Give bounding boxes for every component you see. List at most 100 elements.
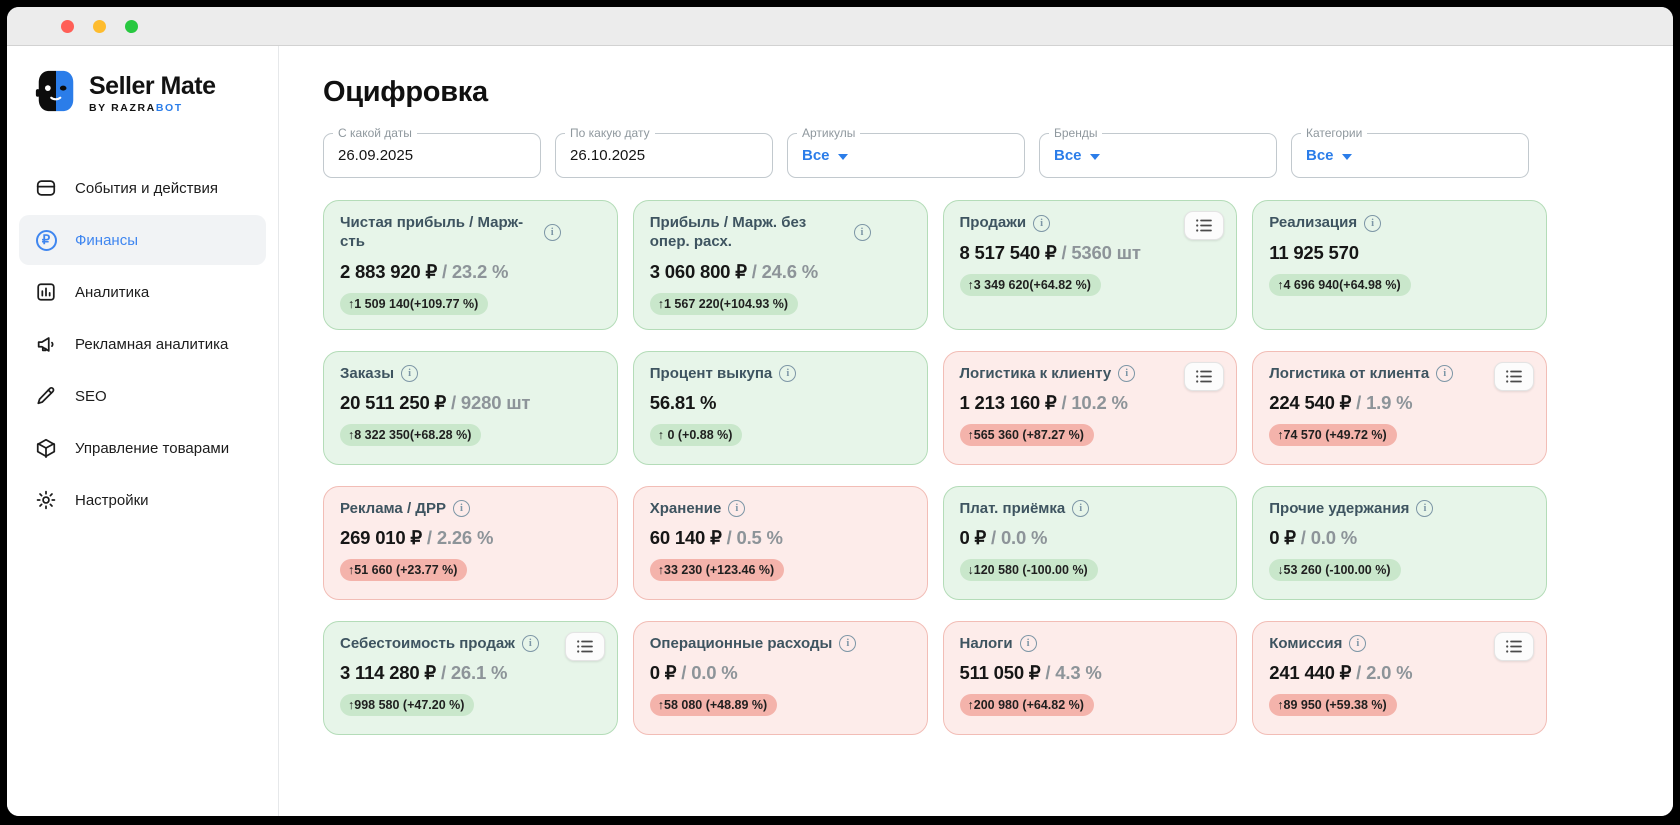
info-icon[interactable]: i [1436, 365, 1454, 383]
sidebar-item-seo[interactable]: SEO [19, 371, 266, 421]
metric-title: Заказы [340, 364, 395, 382]
info-icon[interactable]: i [1118, 365, 1136, 383]
package-icon [34, 436, 58, 460]
info-icon[interactable]: i [853, 224, 871, 242]
categories-select[interactable]: Категории Все [1291, 126, 1529, 178]
metric-card-sales: Продажи i 8 517 540 ₽5360 шт ↑3 349 620(+… [942, 200, 1238, 330]
sidebar-item-ad-analytics[interactable]: Рекламная аналитика [19, 319, 266, 369]
close-window-button[interactable] [61, 19, 74, 33]
change-badge: ↑3 349 620(+64.82 %) [959, 273, 1101, 296]
face-logo-icon [33, 68, 79, 119]
sidebar-item-events[interactable]: События и действия [19, 163, 266, 213]
gear-icon [34, 488, 58, 512]
app-window: Seller Mate BY RAZRABOT События и действ… [7, 7, 1673, 816]
metric-value: 8 517 540 ₽ [959, 241, 1057, 263]
change-badge: ↑200 980 (+64.82 %) [959, 694, 1094, 717]
sidebar-item-label: Аналитика [75, 283, 150, 301]
info-icon[interactable]: i [1033, 214, 1051, 232]
change-badge: ↑565 360 (+87.27 %) [959, 424, 1094, 447]
metrics-grid: Чистая прибыль / Марж-сть i 2 883 920 ₽23… [323, 200, 1547, 735]
metric-card-advertising: Реклама / ДРР i 269 010 ₽2.26 % ↑51 660 (… [323, 485, 618, 600]
metric-secondary: 0.5 % [722, 527, 783, 548]
metric-title: Себестоимость продаж [340, 634, 515, 652]
info-icon[interactable]: i [1416, 500, 1434, 518]
traffic-lights [61, 19, 138, 33]
info-icon[interactable]: i [1349, 635, 1367, 653]
metric-secondary: 2.26 % [422, 527, 493, 548]
info-icon[interactable]: i [543, 224, 561, 242]
page-title: Оцифровка [323, 76, 488, 108]
metric-secondary: 9280 шт [446, 392, 530, 413]
metric-card-other-deductions: Прочие удержания i 0 ₽0.0 % ↓53 260 (-100… [1252, 485, 1547, 600]
metric-secondary: 2.0 % [1351, 662, 1412, 683]
metric-secondary: 0.0 % [1296, 527, 1357, 548]
date-from-value: 26.09.2025 [338, 147, 414, 164]
change-badge: ↑74 570 (+49.72 %) [1269, 424, 1397, 447]
info-icon[interactable]: i [521, 635, 539, 653]
change-badge: ↑8 322 350(+68.28 %) [340, 424, 482, 447]
list-menu-button[interactable] [1494, 631, 1534, 661]
metric-secondary: 5360 шт [1057, 242, 1141, 263]
metric-card-commission: Комиссия i 241 440 ₽2.0 % ↑89 950 (+59.38… [1252, 620, 1547, 735]
info-icon[interactable]: i [401, 365, 419, 383]
list-menu-button[interactable] [1184, 211, 1225, 240]
metric-secondary: 26.1 % [436, 662, 507, 683]
brands-select[interactable]: Бренды Все [1039, 126, 1277, 178]
info-icon[interactable]: i [728, 500, 746, 518]
metric-card-profit-no-opex: Прибыль / Марж. без опер. расх. i 3 060 8… [632, 200, 928, 330]
sidebar-item-finances[interactable]: ₽ Финансы [19, 215, 266, 265]
sidebar-item-label: Рекламная аналитика [75, 335, 229, 353]
change-badge: ↑4 696 940(+64.98 %) [1269, 273, 1411, 296]
minimize-window-button[interactable] [93, 19, 106, 33]
metric-card-realization: Реализация i 11 925 570 ↑4 696 940(+64.98… [1252, 200, 1547, 330]
date-to-value: 26.10.2025 [570, 147, 646, 164]
change-badge: ↑89 950 (+59.38 %) [1269, 694, 1397, 717]
change-badge: ↑998 580 (+47.20 %) [340, 694, 475, 717]
metric-value: 0 ₽ [1269, 527, 1296, 549]
metric-secondary: 0.0 % [676, 662, 737, 683]
metric-secondary: 4.3 % [1040, 662, 1101, 683]
sidebar-item-label: Управление товарами [75, 439, 230, 457]
sidebar-menu: События и действия ₽ Финансы Аналитика [19, 163, 266, 525]
metric-secondary: 0.0 % [986, 527, 1047, 548]
metric-secondary: 23.2 % [437, 261, 508, 282]
change-badge: ↑1 567 220(+104.93 %) [649, 292, 799, 315]
list-menu-button[interactable] [1494, 361, 1534, 391]
articles-select[interactable]: Артикулы Все [787, 126, 1025, 178]
info-icon[interactable]: i [779, 365, 797, 383]
metric-value: 3 114 280 ₽ [340, 662, 436, 684]
date-from-field[interactable]: С какой даты 26.09.2025 [323, 126, 541, 178]
metric-title: Реклама / ДРР [340, 499, 446, 517]
metric-value: 0 ₽ [649, 662, 677, 684]
info-icon[interactable]: i [839, 635, 857, 653]
zoom-window-button[interactable] [125, 19, 138, 33]
list-menu-button[interactable] [1184, 361, 1225, 391]
sidebar-item-settings[interactable]: Настройки [19, 475, 266, 525]
metric-card-logistics-to-client: Логистика к клиенту i 1 213 160 ₽10.2 % ↑… [942, 350, 1238, 465]
change-badge: ↑58 080 (+48.89 %) [649, 694, 778, 717]
metric-title: Налоги [959, 634, 1013, 652]
metric-card-paid-acceptance: Плат. приёмка i 0 ₽0.0 % ↓120 580 (-100.0… [942, 485, 1238, 600]
metric-value: 1 213 160 ₽ [959, 392, 1057, 414]
info-icon[interactable]: i [1364, 214, 1382, 232]
metric-title: Прочие удержания [1269, 499, 1410, 517]
info-icon[interactable]: i [452, 500, 470, 518]
metric-value: 269 010 ₽ [340, 527, 422, 549]
info-icon[interactable]: i [1072, 500, 1090, 518]
metric-value: 224 540 ₽ [1269, 392, 1352, 414]
chevron-down-icon [1089, 153, 1100, 160]
metric-value: 0 ₽ [959, 527, 987, 549]
brand-name: Seller Mate [89, 72, 216, 101]
date-from-label: С какой даты [333, 126, 417, 140]
pencil-icon [34, 384, 58, 408]
info-icon[interactable]: i [1019, 635, 1037, 653]
sidebar-item-products[interactable]: Управление товарами [19, 423, 266, 473]
metric-title: Прибыль / Марж. без опер. расх. [649, 214, 807, 250]
sidebar-item-analytics[interactable]: Аналитика [19, 267, 266, 317]
date-to-field[interactable]: По какую дату 26.10.2025 [555, 126, 773, 178]
list-menu-button[interactable] [564, 631, 605, 661]
megaphone-icon [34, 332, 58, 356]
metric-card-buyout-percent: Процент выкупа i 56.81 % ↑ 0 (+0.88 %) [632, 350, 928, 465]
